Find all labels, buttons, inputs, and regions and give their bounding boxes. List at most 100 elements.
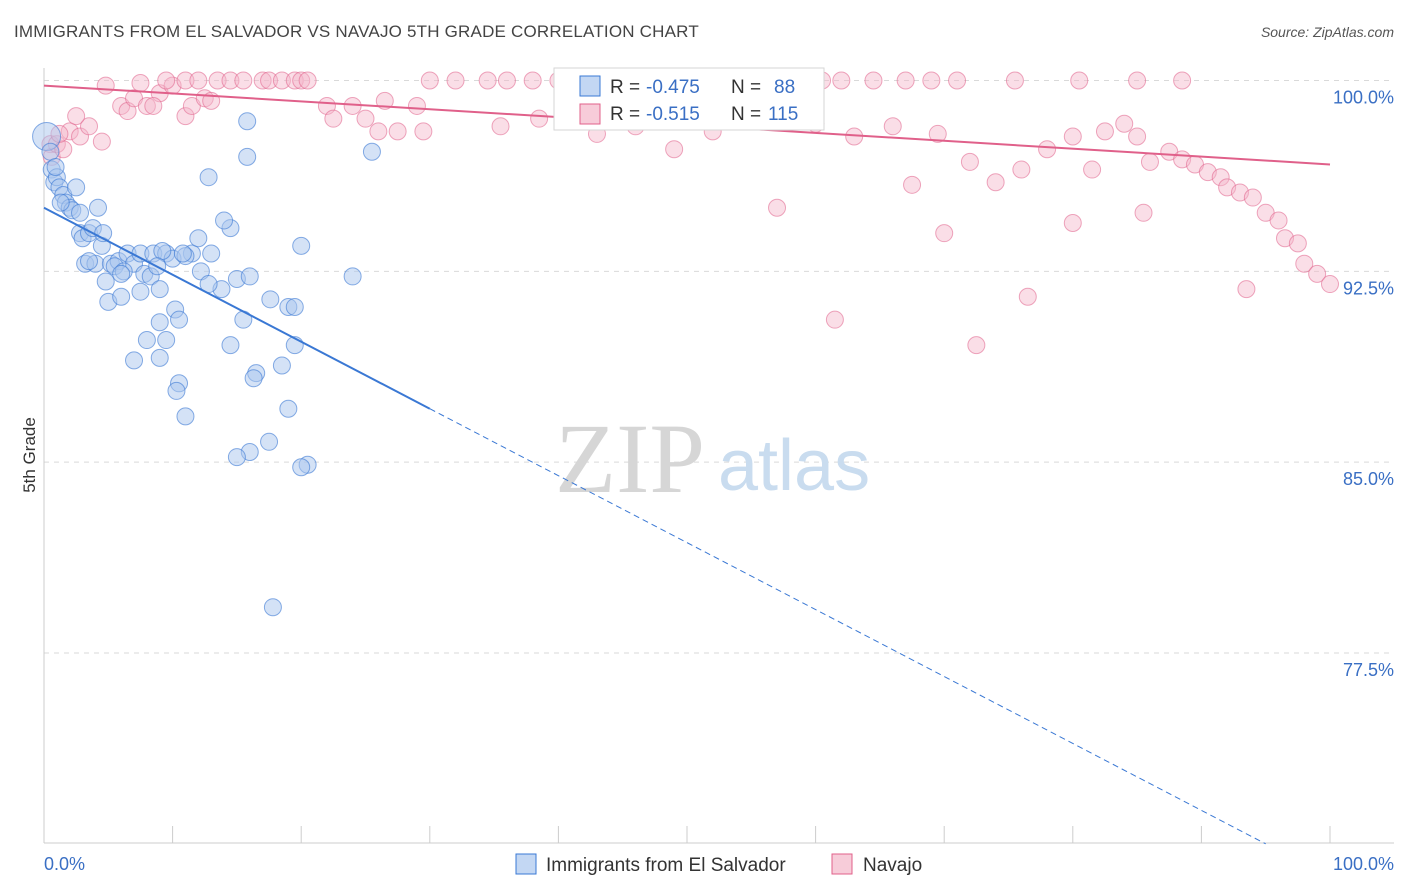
bottom-legend: Immigrants from El Salvador Navajo <box>515 853 922 876</box>
el-salvador-point <box>46 158 65 177</box>
trend-line-el-salvador-extrapolated <box>429 408 1266 845</box>
navajo-point <box>1063 127 1082 146</box>
el-salvador-point <box>41 142 60 161</box>
navajo-point <box>420 71 439 90</box>
el-salvador-point <box>202 244 221 263</box>
navajo-point <box>208 71 227 90</box>
navajo-point <box>369 122 388 141</box>
navajo-point <box>298 71 317 90</box>
navajo-point <box>1038 140 1057 159</box>
stats-legend-r-label-1: R = <box>610 77 640 98</box>
legend-label-navajo: Navajo <box>863 855 922 876</box>
navajo-point <box>157 71 176 90</box>
navajo-point <box>1269 211 1288 230</box>
stats-legend-n-label-2: N = <box>731 104 761 125</box>
navajo-point <box>825 310 844 329</box>
y-tick-label-3: 77.5% <box>1343 660 1394 680</box>
navajo-point <box>960 152 979 171</box>
y-tick-label-2: 85.0% <box>1343 469 1394 489</box>
legend-swatch-navajo <box>831 853 853 875</box>
el-salvador-point <box>112 287 131 306</box>
y-tick-label-1: 92.5% <box>1343 278 1394 298</box>
navajo-point <box>896 71 915 90</box>
series-el-salvador-points <box>32 112 381 617</box>
el-salvador-point <box>292 458 311 477</box>
navajo-point <box>96 76 115 95</box>
stats-legend-n-value-2: 115 <box>768 104 798 125</box>
navajo-point <box>1070 71 1089 90</box>
stats-legend-swatch-pink <box>579 103 601 125</box>
navajo-point <box>986 173 1005 192</box>
watermark-atlas: atlas <box>718 426 870 506</box>
navajo-point <box>948 71 967 90</box>
stats-legend-r-value-2: -0.515 <box>646 104 700 125</box>
navajo-point <box>1083 160 1102 179</box>
navajo-point <box>80 117 99 136</box>
navajo-point <box>189 71 208 90</box>
navajo-point <box>131 74 150 93</box>
navajo-point <box>343 96 362 115</box>
navajo-point <box>665 140 684 159</box>
el-salvador-point <box>89 198 108 217</box>
navajo-point <box>1095 122 1114 141</box>
el-salvador-point <box>199 168 218 187</box>
navajo-point <box>768 198 787 217</box>
navajo-point <box>1128 127 1147 146</box>
navajo-point <box>1173 71 1192 90</box>
navajo-point <box>1128 71 1147 90</box>
axes <box>43 68 1394 844</box>
y-axis-label: 5th Grade <box>20 417 39 493</box>
el-salvador-point <box>227 448 246 467</box>
el-salvador-point <box>153 241 172 260</box>
navajo-point <box>864 71 883 90</box>
navajo-point <box>1140 152 1159 171</box>
x-tick-label-max: 100.0% <box>1333 854 1394 874</box>
navajo-point <box>407 96 426 115</box>
legend-label-el-salvador: Immigrants from El Salvador <box>546 855 786 876</box>
navajo-point <box>137 96 156 115</box>
el-salvador-point <box>279 399 298 418</box>
navajo-point <box>1115 114 1134 133</box>
navajo-point <box>67 107 86 126</box>
chart-title: IMMIGRANTS FROM EL SALVADOR VS NAVAJO 5T… <box>14 22 699 41</box>
chart-source: Source: ZipAtlas.com <box>1260 24 1394 40</box>
el-salvador-point <box>96 272 115 291</box>
el-salvador-point <box>238 112 257 131</box>
navajo-point <box>234 71 253 90</box>
navajo-point <box>883 117 902 136</box>
el-salvador-point <box>272 356 291 375</box>
navajo-point <box>253 71 272 90</box>
navajo-point <box>1211 168 1230 187</box>
el-salvador-point <box>362 142 381 161</box>
el-salvador-point <box>137 331 156 350</box>
el-salvador-point <box>292 236 311 255</box>
navajo-point <box>60 122 79 141</box>
el-salvador-point <box>112 264 131 283</box>
navajo-point <box>356 109 375 128</box>
stats-legend-r-value-1: -0.475 <box>646 77 700 98</box>
el-salvador-point <box>71 203 90 222</box>
el-salvador-point <box>150 280 169 299</box>
trend-line-el-salvador <box>43 206 431 410</box>
el-salvador-point <box>263 598 282 617</box>
el-salvador-point <box>215 211 234 230</box>
el-salvador-point <box>238 147 257 166</box>
x-ticks <box>43 826 1331 843</box>
navajo-point <box>523 71 542 90</box>
stats-legend-n-value-1: 88 <box>774 77 795 98</box>
navajo-point <box>71 127 90 146</box>
navajo-point <box>176 71 195 90</box>
navajo-point <box>478 71 497 90</box>
navajo-point <box>1134 203 1153 222</box>
navajo-point <box>1012 160 1031 179</box>
el-salvador-point <box>260 432 279 451</box>
el-salvador-point <box>51 193 70 212</box>
navajo-point <box>1018 287 1037 306</box>
navajo-point <box>903 175 922 194</box>
navajo-point <box>1237 280 1256 299</box>
el-salvador-point <box>240 267 259 286</box>
navajo-point <box>1288 234 1307 253</box>
navajo-point <box>1005 71 1024 90</box>
stats-legend-n-label-1: N = <box>731 77 761 98</box>
